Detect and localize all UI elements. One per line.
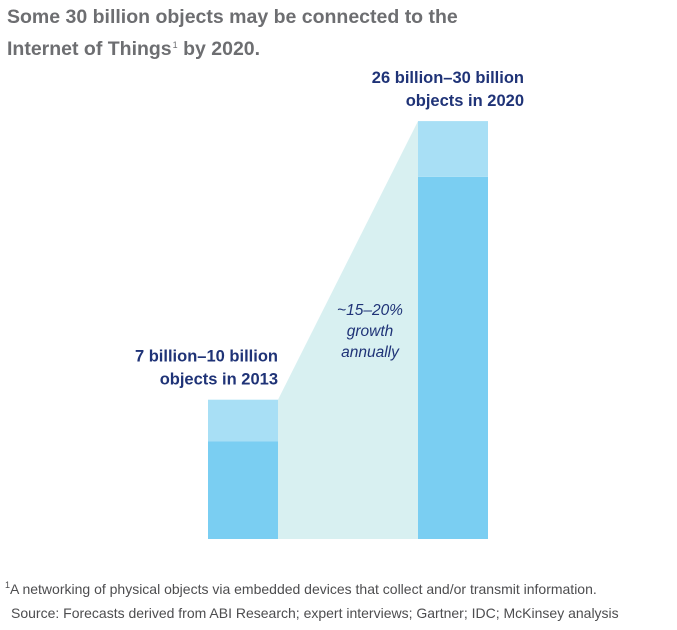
- bars: [208, 121, 488, 539]
- source-note: Source: Forecasts derived from ABI Resea…: [11, 605, 619, 621]
- footnote-marker: 1: [5, 580, 11, 590]
- title-line-2-start: Internet of Things: [7, 38, 172, 60]
- chart-title: Some 30 billion objects may be connected…: [7, 3, 647, 63]
- growth-annotation: ~15–20% growth annually: [337, 302, 403, 361]
- title-footnote-marker: 1: [172, 40, 178, 50]
- growth-band: [278, 121, 418, 539]
- footnote: 1A networking of physical objects via em…: [5, 575, 675, 599]
- bar-label-2020: 26 billion–30 billion objects in 2020: [372, 69, 524, 110]
- bar-2020-range: [418, 121, 488, 177]
- title-line-2: Internet of Things1 by 2020.: [7, 31, 647, 63]
- bar-2020-low: [418, 176, 488, 539]
- title-line-2-end: by 2020.: [177, 38, 261, 60]
- bar-label-2013: 7 billion–10 billion objects in 2013: [135, 348, 278, 389]
- bar-labels: 7 billion–10 billion objects in 2013 26 bi…: [135, 69, 524, 389]
- growth-chart: 7 billion–10 billion objects in 2013 26 bi…: [135, 69, 524, 539]
- footnote-text: A networking of physical objects via emb…: [10, 581, 597, 597]
- bar-2013-low: [208, 441, 278, 539]
- title-line-1: Some 30 billion objects may be connected…: [7, 6, 458, 28]
- bar-2013-range: [208, 399, 278, 442]
